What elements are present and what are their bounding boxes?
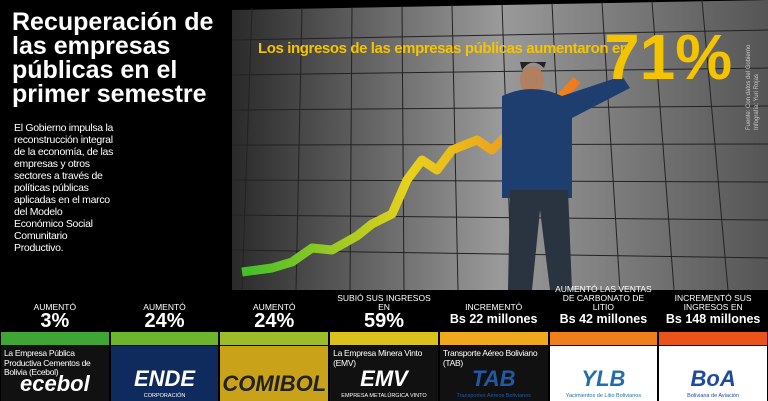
color-bar bbox=[549, 332, 658, 345]
stat-column: AUMENTÓ LAS VENTAS DE CARBONATO DE LITIO… bbox=[549, 285, 659, 401]
color-bar bbox=[220, 332, 329, 345]
stat-column: INCREMENTÓ SUS INGRESOS EN Bs 148 millone… bbox=[658, 290, 768, 401]
company-logo: BoA bbox=[690, 366, 736, 391]
logo-subtitle: Transportes Aéreos Bolivianos bbox=[456, 393, 531, 399]
headline: Los ingresos de las empresas públicas au… bbox=[258, 40, 629, 57]
title: Recuperación de las empresas públicas en… bbox=[12, 8, 214, 108]
stat-column: AUMENTÓ 3% La Empresa Pública Productiva C… bbox=[0, 290, 110, 401]
stat-label: INCREMENTÓ SUS INGRESOS EN bbox=[674, 293, 752, 312]
company-card: YLB Yacimientos de Litio Bolivianos bbox=[549, 346, 658, 401]
stat-label: INCREMENTÓ bbox=[465, 302, 523, 312]
background-graphic bbox=[232, 0, 768, 290]
stat-label: AUMENTÓ bbox=[33, 302, 77, 312]
company-logo: YLB bbox=[581, 366, 626, 391]
logo-subtitle: Boliviana de Aviación bbox=[687, 393, 740, 399]
stat-value: 24% bbox=[254, 310, 295, 332]
stat-label: SUBIÓ SUS INGRESOS EN bbox=[337, 293, 431, 312]
credit: Fuente: Con datos del Gobierno bbox=[746, 44, 752, 130]
company-card: ENDE CORPORACIÓN bbox=[110, 346, 219, 401]
stat-label: AUMENTÓ bbox=[143, 302, 186, 312]
company-name: Transporte Aéreo Boliviano (TAB) bbox=[442, 348, 538, 368]
company-logo: TAB bbox=[471, 366, 516, 391]
stat-column: INCREMENTÓ Bs 22 millones Transporte Aéreo… bbox=[439, 290, 549, 401]
stat-column: AUMENTÓ 24% COMIBOL bbox=[219, 290, 329, 401]
stat-column: SUBIÓ SUS INGRESOS EN 59% La Empresa Miner… bbox=[329, 290, 439, 401]
company-card: La Empresa Pública Productiva Cementos d… bbox=[1, 346, 109, 401]
company-card: BoA Boliviana de Aviación bbox=[659, 346, 767, 401]
description: El Gobierno impulsa la reconstrucción in… bbox=[14, 122, 114, 254]
stat-label: AUMENTÓ bbox=[253, 302, 296, 312]
company-logo: ecebol bbox=[19, 371, 90, 396]
company-card: Transporte Aéreo Boliviano (TAB) TAB Trans… bbox=[439, 346, 548, 401]
company-logo: COMIBOL bbox=[222, 371, 327, 396]
color-bar bbox=[110, 332, 219, 345]
company-logo: ENDE bbox=[133, 366, 196, 391]
stat-value: 3% bbox=[40, 310, 70, 332]
credit: Infografía: Yuri Rojas bbox=[754, 74, 760, 130]
stat-value: Bs 22 millones bbox=[449, 312, 538, 326]
stat-label: AUMENTÓ LAS VENTAS DE CARBONATO DE LITIO bbox=[555, 285, 652, 312]
color-bar bbox=[659, 332, 767, 345]
company-logo: EMV bbox=[360, 366, 408, 391]
stat-value: Bs 148 millones bbox=[665, 312, 761, 326]
stat-value: 24% bbox=[144, 310, 185, 332]
color-bar bbox=[439, 332, 548, 345]
company-name: La Empresa Pública Productiva Cementos d… bbox=[4, 348, 91, 377]
color-bar bbox=[330, 332, 438, 345]
logo-subtitle: CORPORACIÓN bbox=[143, 393, 186, 399]
company-card: La Empresa Minera Vinto (EMV) EMV EMPRESA … bbox=[330, 346, 438, 401]
company-card: COMIBOL bbox=[220, 346, 329, 401]
company-name: La Empresa Minera Vinto (EMV) bbox=[333, 348, 422, 368]
stat-column: AUMENTÓ 24% ENDE CORPORACIÓN bbox=[110, 290, 220, 401]
stat-value: 59% bbox=[363, 310, 404, 332]
stat-value: Bs 42 millones bbox=[559, 312, 648, 326]
color-bar bbox=[1, 332, 109, 345]
logo-subtitle: Yacimientos de Litio Bolivianos bbox=[565, 393, 642, 399]
headline-value: 71% bbox=[604, 21, 733, 93]
logo-subtitle: EMPRESA METALÚRGICA VINTO bbox=[341, 393, 427, 399]
